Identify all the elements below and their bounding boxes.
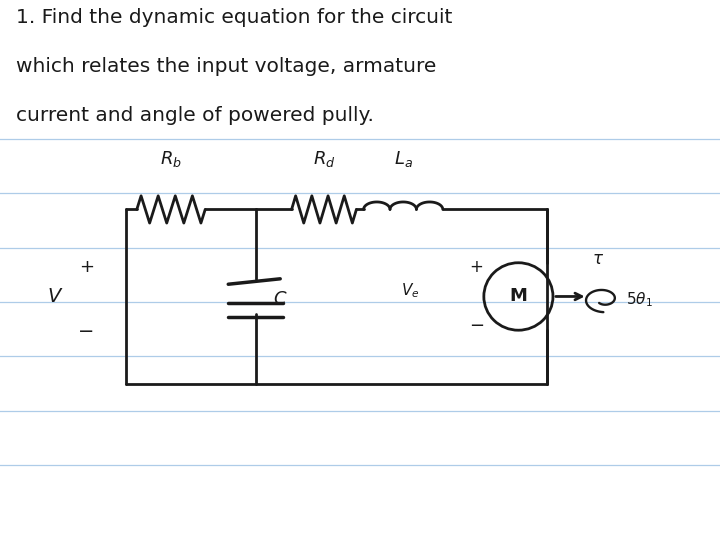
Text: $R_b$: $R_b$ xyxy=(160,149,182,169)
Text: current and angle of powered pully.: current and angle of powered pully. xyxy=(16,106,374,125)
Text: −: − xyxy=(469,317,485,336)
Text: +: + xyxy=(79,257,94,276)
Text: $R_d$: $R_d$ xyxy=(312,149,336,169)
Text: which relates the input voltage, armature: which relates the input voltage, armatur… xyxy=(16,57,436,76)
Text: V: V xyxy=(48,287,60,306)
Text: $L_a$: $L_a$ xyxy=(394,149,413,169)
Text: −: − xyxy=(78,323,94,341)
Text: $V_e$: $V_e$ xyxy=(400,282,419,300)
Text: $\tau$: $\tau$ xyxy=(592,250,603,268)
Text: 1. Find the dynamic equation for the circuit: 1. Find the dynamic equation for the cir… xyxy=(16,8,452,27)
Text: +: + xyxy=(469,257,484,276)
Text: C: C xyxy=(274,290,287,308)
Text: $5\theta_1$: $5\theta_1$ xyxy=(626,290,653,308)
Text: M: M xyxy=(510,287,527,306)
